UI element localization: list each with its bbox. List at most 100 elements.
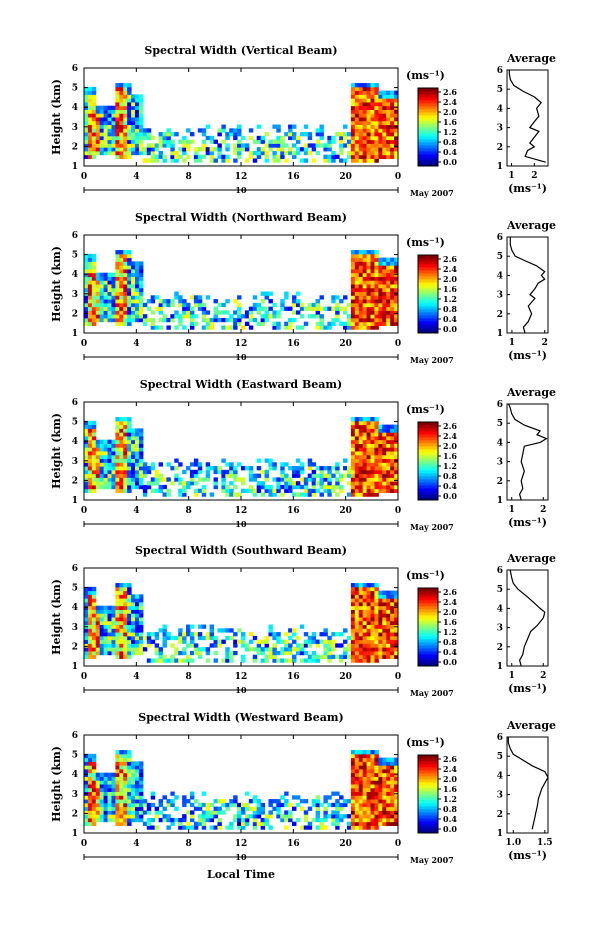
colorbar-tick-label: 1.6 bbox=[443, 784, 457, 794]
x-tick-label: 0 bbox=[395, 339, 401, 349]
avg-x-tick-label: 1 bbox=[509, 338, 515, 348]
colorbar-tick-label: 2.4 bbox=[443, 764, 457, 774]
avg-y-tick-label: 6 bbox=[497, 233, 503, 243]
average-profile-line bbox=[509, 237, 546, 334]
x-tick-label: 12 bbox=[235, 506, 248, 516]
avg-y-tick-label: 4 bbox=[497, 438, 503, 448]
avg-y-tick-label: 3 bbox=[497, 291, 503, 301]
x-axis-label: Local Time bbox=[207, 868, 275, 881]
y-tick-label: 2 bbox=[72, 809, 78, 819]
colorbar-tick-label: 0.4 bbox=[443, 314, 457, 324]
y-axis-label: Height (km) bbox=[50, 79, 63, 155]
y-tick-label: 4 bbox=[72, 270, 78, 280]
colorbar-tick-label: 0.0 bbox=[443, 324, 457, 334]
colorbar-tick-label: 2.6 bbox=[443, 254, 457, 264]
avg-y-tick-label: 5 bbox=[497, 419, 503, 429]
panel-4: Spectral Width (Southward Beam)123456Hei… bbox=[50, 544, 556, 698]
average-title: Average bbox=[506, 386, 556, 399]
colorbar: 2.62.42.01.61.20.80.40.0 bbox=[417, 254, 457, 334]
x-tick-label: 0 bbox=[395, 172, 401, 182]
date-mark: 10 bbox=[235, 352, 247, 362]
colorbar-frame bbox=[417, 587, 439, 667]
colorbar-tick-label: 1.2 bbox=[443, 294, 457, 304]
y-tick-label: 6 bbox=[72, 64, 78, 74]
average-title: Average bbox=[506, 719, 556, 732]
heatmap-cells bbox=[84, 250, 399, 330]
colorbar-tick-label: 1.2 bbox=[443, 127, 457, 137]
date-text: May 2007 bbox=[410, 355, 454, 365]
colorbar-tick-label: 1.2 bbox=[443, 794, 457, 804]
avg-y-tick-label: 6 bbox=[497, 400, 503, 410]
x-tick-label: 0 bbox=[395, 506, 401, 516]
average-profile-line bbox=[508, 403, 548, 501]
colorbar-tick-label: 2.6 bbox=[443, 87, 457, 97]
panel-title: Spectral Width (Northward Beam) bbox=[135, 211, 347, 224]
colorbar-tick-label: 0.8 bbox=[443, 804, 457, 814]
date-mark: 10 bbox=[235, 685, 247, 695]
colorbar-tick-label: 0.4 bbox=[443, 814, 457, 824]
avg-y-tick-label: 1 bbox=[497, 496, 503, 506]
average-profile-line bbox=[509, 569, 546, 667]
heatmap-cells bbox=[84, 83, 399, 163]
x-tick-label: 0 bbox=[395, 839, 401, 849]
y-tick-label: 2 bbox=[72, 142, 78, 152]
colorbar-tick-label: 2.0 bbox=[443, 274, 457, 284]
avg-y-tick-label: 3 bbox=[497, 791, 503, 801]
avg-y-tick-label: 1 bbox=[497, 329, 503, 339]
average-panel: Average 1 2 3 4 5 6 1.0 1.5(ms⁻¹) bbox=[497, 719, 556, 862]
y-tick-label: 5 bbox=[72, 418, 78, 428]
colorbar-tick-label: 2.4 bbox=[443, 597, 457, 607]
x-tick-label: 0 bbox=[81, 172, 87, 182]
y-tick-label: 3 bbox=[72, 123, 78, 133]
colorbar-tick-label: 0.0 bbox=[443, 657, 457, 667]
x-tick-label: 12 bbox=[235, 672, 248, 682]
avg-x-tick-label: 2 bbox=[542, 338, 548, 348]
colorbar-tick-label: 2.4 bbox=[443, 97, 457, 107]
average-xlabel: (ms⁻¹) bbox=[508, 682, 547, 695]
y-tick-label: 5 bbox=[72, 584, 78, 594]
y-tick-label: 1 bbox=[72, 496, 78, 506]
colorbar-frame bbox=[417, 87, 439, 167]
colorbar-tick-label: 2.4 bbox=[443, 264, 457, 274]
y-axis-label: Height (km) bbox=[50, 246, 63, 322]
colorbar-tick-label: 1.2 bbox=[443, 461, 457, 471]
x-tick-label: 20 bbox=[339, 839, 352, 849]
colorbar-unit: (ms⁻¹) bbox=[406, 403, 445, 416]
panel-title: Spectral Width (Westward Beam) bbox=[138, 711, 343, 724]
avg-y-tick-label: 4 bbox=[497, 771, 503, 781]
avg-x-tick-label: 1.0 bbox=[505, 838, 521, 848]
y-tick-label: 4 bbox=[72, 437, 78, 447]
colorbar-frame bbox=[417, 754, 439, 834]
y-tick-label: 3 bbox=[72, 623, 78, 633]
avg-y-tick-label: 1 bbox=[497, 829, 503, 839]
avg-y-tick-label: 2 bbox=[497, 310, 503, 320]
colorbar-tick-label: 0.4 bbox=[443, 147, 457, 157]
x-tick-label: 8 bbox=[186, 672, 192, 682]
colorbar-tick-label: 0.4 bbox=[443, 481, 457, 491]
x-tick-label: 4 bbox=[133, 339, 139, 349]
x-tick-label: 20 bbox=[339, 339, 352, 349]
x-tick-label: 16 bbox=[287, 672, 300, 682]
avg-y-tick-label: 3 bbox=[497, 458, 503, 468]
colorbar-tick-label: 2.0 bbox=[443, 107, 457, 117]
x-tick-label: 8 bbox=[186, 172, 192, 182]
colorbar-unit: (ms⁻¹) bbox=[406, 736, 445, 749]
avg-y-tick-label: 5 bbox=[497, 752, 503, 762]
x-tick-label: 0 bbox=[81, 339, 87, 349]
average-profile-line bbox=[508, 70, 546, 163]
colorbar-tick-label: 0.8 bbox=[443, 637, 457, 647]
colorbar-frame bbox=[417, 254, 439, 334]
colorbar-tick-label: 2.0 bbox=[443, 774, 457, 784]
colorbar-tick-label: 0.8 bbox=[443, 304, 457, 314]
avg-x-tick-label: 1 bbox=[509, 671, 515, 681]
avg-y-tick-label: 6 bbox=[497, 566, 503, 576]
colorbar-tick-label: 1.6 bbox=[443, 617, 457, 627]
y-tick-label: 4 bbox=[72, 770, 78, 780]
panel-1: Spectral Width (Vertical Beam)123456Heig… bbox=[50, 44, 556, 198]
date-text: May 2007 bbox=[410, 855, 454, 865]
average-profile-line bbox=[507, 737, 549, 830]
